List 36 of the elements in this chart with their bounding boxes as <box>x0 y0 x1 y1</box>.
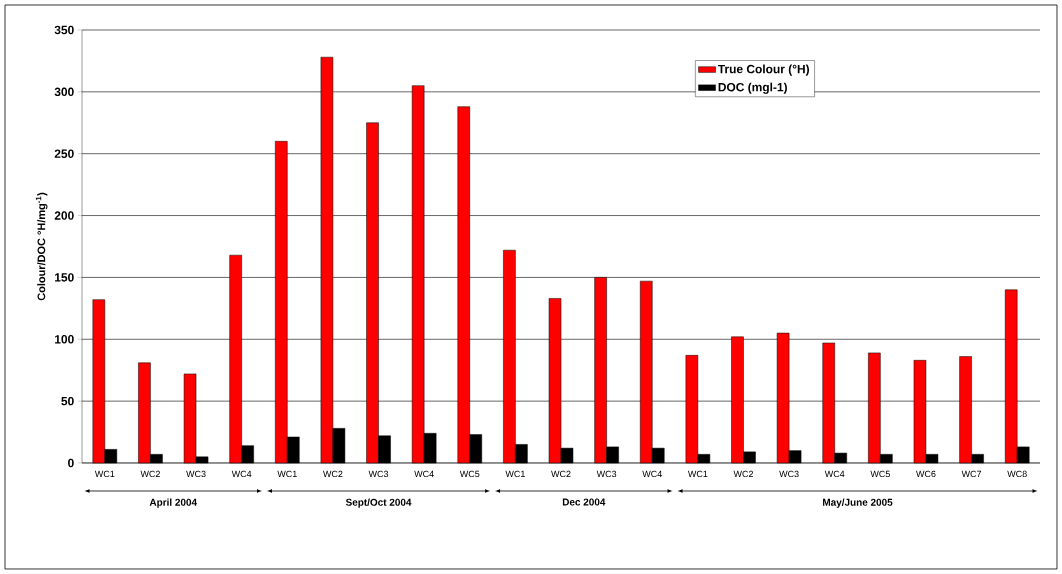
y-tick-label: 0 <box>68 458 74 468</box>
x-tick-label: WC1 <box>687 470 708 478</box>
x-tick-label: WC4 <box>642 470 662 478</box>
x-tick-label: WC2 <box>551 470 571 478</box>
text: Sept/Oct 2004 <box>345 498 412 508</box>
y-tick-label: 350 <box>54 25 74 35</box>
text: Dec 2004 <box>562 498 606 506</box>
y-axis-title: Colour/DOC °H/mg$^{-1}$) <box>35 192 48 301</box>
x-tick-label: WC4 <box>231 470 252 478</box>
x-tick-label: WC3 <box>368 470 389 478</box>
x-tick-label: WC5 <box>870 470 890 478</box>
y-tick-label: 50 <box>61 396 74 406</box>
legend-label: True Colour (°H) <box>717 64 810 76</box>
y-tick-label: 250 <box>54 149 74 158</box>
text: April 2004 <box>149 498 197 508</box>
x-tick-label: WC3 <box>596 470 617 478</box>
x-tick-label: WC6 <box>916 470 936 478</box>
legend-label: DOC (mgl-1) <box>718 82 787 94</box>
x-tick-label: WC1 <box>94 470 115 478</box>
x-tick-label: WC1 <box>505 470 525 478</box>
x-tick-label: WC4 <box>414 470 434 478</box>
x-tick-label: WC2 <box>733 470 753 478</box>
y-tick-label: 200 <box>54 211 74 220</box>
x-tick-label: WC5 <box>459 470 480 478</box>
y-tick-label: 100 <box>55 335 74 344</box>
x-tick-label: WC2 <box>323 470 343 478</box>
x-tick-label: WC8 <box>1007 470 1027 478</box>
x-tick-label: WC3 <box>779 470 799 478</box>
x-tick-label: WC4 <box>824 470 845 478</box>
y-tick-label: 300 <box>54 87 74 97</box>
text: May/June 2005 <box>823 498 893 508</box>
x-tick-label: WC2 <box>140 470 160 478</box>
x-tick-label: WC1 <box>277 470 297 478</box>
x-tick-label: WC3 <box>186 470 206 478</box>
y-tick-label: 150 <box>55 273 74 282</box>
x-tick-label: WC7 <box>961 470 982 478</box>
